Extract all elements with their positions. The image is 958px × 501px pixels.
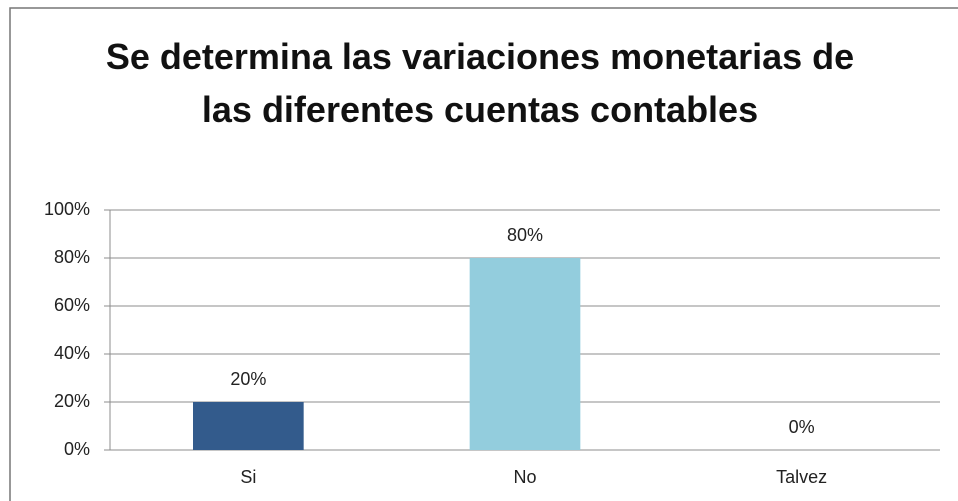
chart-border	[9, 7, 958, 501]
y-tick-label: 40%	[54, 343, 90, 363]
x-tick-label: Talvez	[776, 467, 827, 487]
data-label: 80%	[507, 225, 543, 245]
chart-title: Se determina las variaciones monetarias …	[105, 36, 855, 130]
data-label: 20%	[230, 369, 266, 389]
y-tick-label: 20%	[54, 391, 90, 411]
x-tick-label: Si	[240, 467, 256, 487]
x-tick-label: No	[513, 467, 536, 487]
y-tick-label: 80%	[54, 247, 90, 267]
bar	[469, 258, 581, 450]
data-label: 0%	[789, 417, 815, 437]
y-tick-label: 60%	[54, 295, 90, 315]
y-tick-label: 0%	[64, 439, 90, 459]
y-tick-label: 100%	[44, 199, 90, 219]
bar	[193, 402, 304, 450]
